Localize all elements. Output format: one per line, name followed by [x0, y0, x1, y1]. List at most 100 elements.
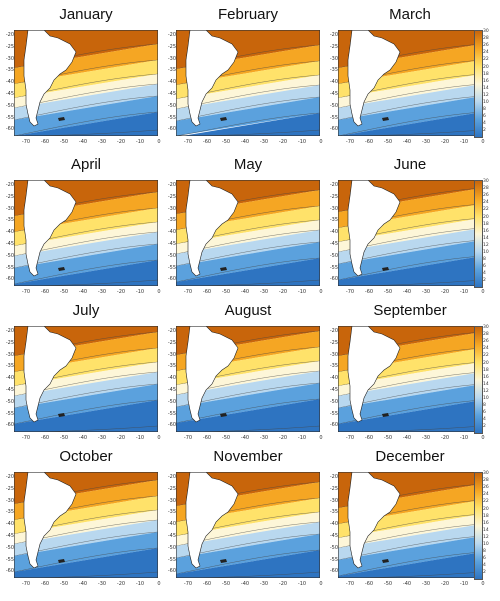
latitude-tick: -35 [5, 217, 14, 224]
falkland-islands [220, 267, 227, 271]
contour-line [14, 399, 158, 425]
latitude-tick: -25 [329, 43, 338, 50]
longitude-tick: -50 [383, 139, 393, 145]
month-title: January [59, 6, 113, 23]
colorbar-tick: 16 [483, 520, 489, 526]
latitude-tick: -30 [167, 351, 176, 358]
month-panel: August -20 -25 -30 -35 -40 -45 -50 -55 -60 -70 -60 -… [166, 302, 330, 452]
longitude-tick: -20 [116, 581, 126, 587]
colorbar-tick: 26 [483, 193, 489, 199]
south-america-landmass [23, 326, 77, 423]
longitude-tick: -10 [135, 581, 145, 587]
latitude-tick: -35 [167, 217, 176, 224]
longitude-tick: -20 [278, 289, 288, 295]
longitude-tick: -50 [59, 581, 69, 587]
latitude-tick: -25 [167, 193, 176, 200]
longitude-tick: -70 [183, 581, 193, 587]
longitude-tick: -70 [21, 139, 31, 145]
colorbar-tick: 16 [483, 374, 489, 380]
temperature-band [338, 60, 482, 98]
temperature-band [338, 514, 482, 548]
colorbar-tick: 2 [483, 570, 486, 576]
map-frame [14, 30, 158, 136]
colorbar-tick: 10 [483, 542, 489, 547]
longitude-tick: -20 [278, 139, 288, 145]
colorbar-tick: 4 [483, 417, 486, 423]
sst-map [14, 30, 158, 136]
contour-line [14, 111, 158, 136]
month-panel: April -20 -25 -30 -35 -40 -45 -50 -55 -60 -70 -60 -5… [4, 156, 168, 306]
colorbar-tick: 16 [483, 78, 489, 84]
colorbar-tick: 22 [483, 57, 489, 63]
falkland-islands [220, 117, 227, 121]
temperature-band [176, 242, 320, 282]
map-frame [176, 326, 320, 432]
colorbar [474, 30, 483, 138]
longitude-tick: -20 [278, 435, 288, 441]
falkland-islands [58, 117, 65, 121]
contour-line [176, 96, 320, 122]
longitude-tick: -70 [183, 289, 193, 295]
latitude-tick: -20 [329, 32, 338, 38]
temperature-band [176, 61, 320, 99]
latitude-tick: -60 [167, 126, 176, 133]
longitude-tick: -30 [259, 435, 269, 441]
colorbar-tick: 2 [483, 424, 486, 430]
temperature-band [14, 400, 158, 432]
latitude-tick: -55 [5, 556, 14, 563]
colorbar [474, 180, 483, 288]
longitude-tick: 0 [157, 435, 161, 441]
colorbar-tick: 12 [483, 534, 489, 540]
latitude-tick: -55 [167, 556, 176, 563]
sst-map [338, 326, 482, 432]
longitude-tick: -30 [421, 581, 431, 587]
longitude-tick: -20 [440, 139, 450, 145]
temperature-band [176, 220, 320, 254]
latitude-tick: -60 [329, 276, 338, 283]
colorbar-tick: 6 [483, 264, 486, 270]
longitude-tick: -30 [259, 581, 269, 587]
latitude-tick: -25 [329, 485, 338, 492]
colorbar-tick: 10 [483, 250, 489, 255]
contour-line [338, 111, 482, 136]
latitude-tick: -25 [167, 485, 176, 492]
colorbar-tick: 24 [483, 50, 489, 56]
contour-line [338, 551, 482, 577]
latitude-tick: -50 [167, 398, 176, 405]
month-title: March [389, 6, 431, 23]
longitude-tick: -40 [240, 289, 250, 295]
longitude-tick: -50 [59, 435, 69, 441]
latitude-tick: -50 [5, 544, 14, 551]
map-frame [176, 180, 320, 286]
colorbar-tick: 2 [483, 278, 486, 284]
latitude-tick: -25 [5, 339, 14, 346]
latitude-tick: -20 [329, 182, 338, 188]
colorbar-tick: 14 [483, 527, 489, 533]
latitude-tick: -45 [5, 91, 14, 97]
longitude-tick: -30 [97, 289, 107, 295]
latitude-tick: -25 [5, 193, 14, 200]
temperature-band [14, 362, 158, 396]
latitude-tick: -25 [167, 339, 176, 346]
latitude-tick: -40 [167, 229, 176, 236]
latitude-tick: -50 [329, 252, 338, 259]
longitude-tick: 0 [319, 435, 323, 441]
colorbar-tick: 20 [483, 64, 489, 70]
temperature-band [338, 384, 482, 424]
falkland-islands [58, 559, 65, 563]
sst-map [176, 180, 320, 286]
colorbar-tick: 26 [483, 485, 489, 491]
colorbar-tick: 24 [483, 346, 489, 352]
month-title: April [70, 156, 101, 173]
latitude-tick: -60 [167, 276, 176, 283]
latitude-tick: -25 [167, 43, 176, 50]
longitude-tick: -70 [345, 139, 355, 145]
colorbar-tick: 18 [483, 221, 489, 227]
latitude-tick: -45 [167, 533, 176, 539]
south-america-landmass [347, 180, 401, 277]
longitude-tick: -10 [459, 435, 469, 441]
longitude-tick: -10 [135, 139, 145, 145]
month-title: July [72, 302, 100, 319]
colorbar-tick: 26 [483, 339, 489, 345]
longitude-tick: -60 [364, 581, 374, 587]
